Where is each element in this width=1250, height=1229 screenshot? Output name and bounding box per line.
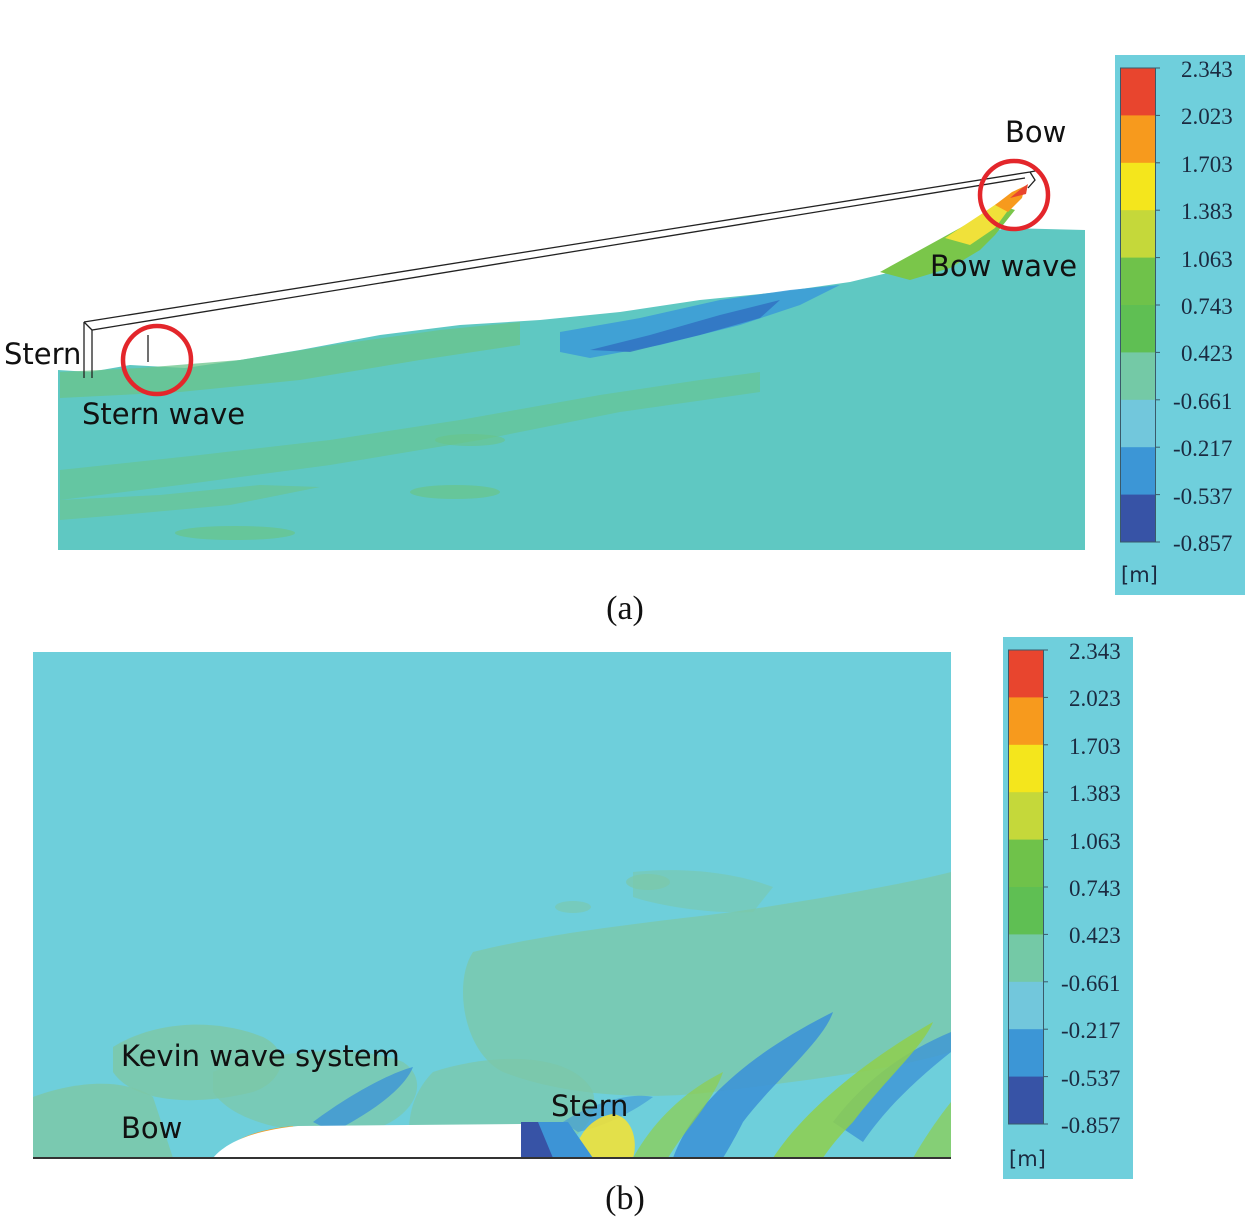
legend-b: [m] 2.343 2.023 1.703 1.383 1.063 0.743 0.423 -… — [1003, 637, 1133, 1179]
colorbar-band — [1008, 887, 1044, 935]
legend-b-colorbar — [1008, 649, 1048, 1125]
colorbar-tick-label: 2.343 — [1069, 639, 1121, 664]
colorbar-band — [1008, 744, 1044, 793]
colorbar-tick-label: 0.743 — [1069, 876, 1121, 901]
bow-wave-yellow — [945, 198, 1012, 245]
colorbar-tick-label: -0.661 — [1061, 970, 1121, 996]
stern-wave-highlight-circle — [120, 323, 194, 397]
colorbar-tick-label: -0.537 — [1061, 1065, 1121, 1091]
legend-a-unit: [m] — [1121, 563, 1158, 587]
colorbar-tick-label: -0.537 — [1173, 483, 1233, 509]
stern-wave-label: Stern wave — [82, 397, 246, 431]
crest-3 — [913, 1102, 951, 1158]
colorbar-tick-label: 2.343 — [1181, 57, 1233, 82]
colorbar-tick-label: 0.423 — [1069, 923, 1121, 949]
free-surface-base — [58, 228, 1085, 550]
colorbar-band — [1008, 981, 1044, 1030]
colorbar-band — [1120, 210, 1156, 259]
stern-label-b: Stern — [551, 1089, 629, 1123]
stern-wave-blue — [538, 1122, 593, 1158]
crest-2 — [633, 1072, 723, 1158]
ship-hull — [213, 1124, 521, 1158]
colorbar-tick-label: -0.857 — [1173, 531, 1233, 556]
green-patch-1 — [410, 485, 500, 499]
wake-green-8 — [555, 901, 591, 913]
bow-wave-red — [1010, 184, 1028, 198]
colorbar-band — [1120, 305, 1156, 353]
surface-green-band — [60, 322, 520, 398]
wake-green-2 — [33, 1083, 173, 1158]
trough-1 — [673, 1012, 833, 1158]
bow-label: Bow — [1005, 115, 1067, 149]
colorbar-tick-label: 1.383 — [1069, 781, 1121, 807]
colorbar-band — [1120, 115, 1156, 164]
bow-highlight-circle — [977, 158, 1051, 232]
bow-label-b: Bow — [121, 1111, 183, 1145]
colorbar-band — [1120, 399, 1156, 448]
colorbar-band — [1120, 257, 1156, 306]
colorbar-band — [1008, 839, 1044, 888]
crest-1 — [773, 1022, 933, 1158]
trough-4 — [563, 1095, 653, 1132]
wake-green-4 — [463, 872, 951, 1096]
colorbar-tick-label: 1.383 — [1181, 199, 1233, 225]
colorbar-tick-label: 1.063 — [1069, 828, 1121, 854]
colorbar-band — [1008, 650, 1044, 698]
panel-a-render: Stern Stern wave Bow Bow wave — [0, 0, 1100, 560]
colorbar-tick-label: -0.217 — [1173, 436, 1233, 462]
colorbar-band — [1120, 68, 1156, 116]
trough-3 — [313, 1067, 413, 1132]
green-patch-3 — [435, 434, 505, 446]
colorbar-tick-label: 2.023 — [1069, 686, 1121, 712]
stern-label: Stern — [4, 337, 82, 371]
stern-wave-yellow — [573, 1114, 635, 1158]
panel-a-caption: (a) — [606, 590, 644, 627]
colorbar-tick-label: -0.661 — [1173, 388, 1233, 414]
colorbar-tick-label: 2.023 — [1181, 104, 1233, 130]
colorbar-band — [1120, 162, 1156, 211]
kevin-wave-system-label: Kevin wave system — [121, 1039, 400, 1073]
colorbar-tick-label: 1.703 — [1181, 151, 1233, 177]
colorbar-band — [1120, 447, 1156, 496]
colorbar-band — [1008, 792, 1044, 841]
colorbar-tick-label: 1.063 — [1181, 246, 1233, 272]
colorbar-frame — [1008, 649, 1044, 1125]
bow-wave-label: Bow wave — [930, 249, 1078, 283]
colorbar-band — [1120, 352, 1156, 401]
wake-green-7 — [626, 874, 670, 890]
trough-dark-blue — [590, 300, 780, 352]
panel-b-free-surface — [33, 652, 951, 1159]
legend-b-unit: [m] — [1009, 1147, 1046, 1171]
colorbar-tick-label: 0.743 — [1181, 294, 1233, 319]
colorbar-tick-label: -0.217 — [1061, 1018, 1121, 1044]
colorbar-band — [1008, 697, 1044, 746]
legend-a-colorbar — [1120, 67, 1160, 543]
lower-green-band — [60, 485, 320, 520]
colorbar-frame — [1120, 67, 1156, 543]
panel-b-render: Kevin wave system Bow Stern — [33, 652, 953, 1162]
colorbar-tick-label: -0.857 — [1061, 1113, 1121, 1138]
colorbar-band — [1008, 934, 1044, 983]
green-patch-2 — [175, 526, 295, 540]
trough-2 — [833, 1032, 951, 1142]
colorbar-tick-label: 1.703 — [1069, 733, 1121, 759]
colorbar-band — [1008, 1076, 1044, 1125]
panel-a-free-surface — [58, 158, 1085, 550]
colorbar-band — [1120, 494, 1156, 543]
colorbar-band — [1008, 1029, 1044, 1078]
colorbar-tick-label: 0.423 — [1181, 341, 1233, 367]
mid-green-band — [60, 372, 760, 500]
legend-a: [m] 2.343 2.023 1.703 1.383 1.063 0.743 0.423 -… — [1115, 55, 1245, 595]
panel-b-caption: (b) — [605, 1180, 645, 1217]
